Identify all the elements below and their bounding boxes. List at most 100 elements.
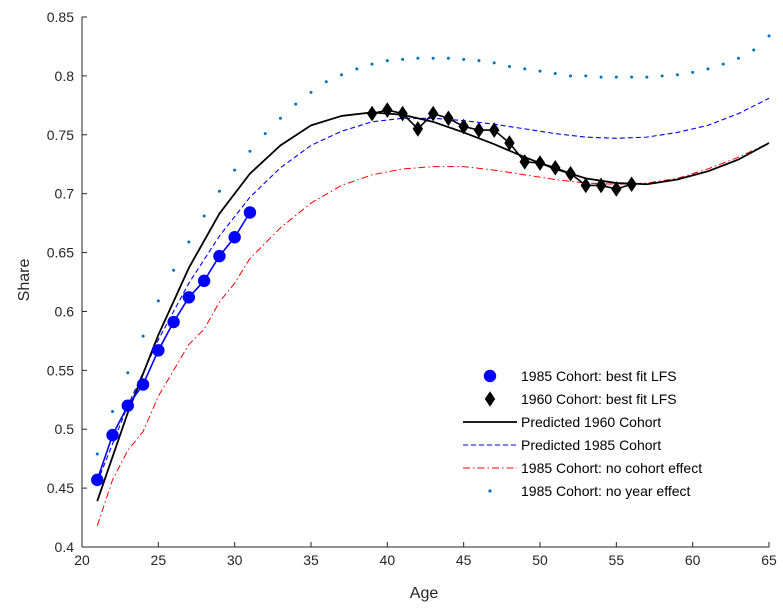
data-point bbox=[630, 75, 634, 79]
y-tick-label: 0.8 bbox=[55, 68, 75, 84]
data-point bbox=[446, 56, 450, 60]
data-point bbox=[706, 67, 710, 71]
data-point bbox=[91, 473, 104, 487]
legend-label: 1960 Cohort: best fit LFS bbox=[521, 391, 677, 407]
legend-entry-1985-cohort-no-year-effect: 1985 Cohort: no year effect bbox=[488, 483, 691, 499]
y-tick-label: 0.4 bbox=[55, 539, 75, 555]
data-point bbox=[121, 399, 134, 412]
data-point bbox=[370, 62, 374, 66]
data-point bbox=[507, 64, 511, 68]
data-point bbox=[721, 62, 725, 66]
legend-entry-1985-cohort-best-fit-lfs: 1985 Cohort: best fit LFS bbox=[483, 368, 677, 384]
x-tick-label: 25 bbox=[151, 552, 167, 568]
data-point bbox=[462, 57, 466, 61]
data-point bbox=[126, 371, 130, 375]
axes: 20 25 30 35 40 45 50 55 60 65 0.4 0.45 0.5 0.55 0.6 0.6… bbox=[47, 9, 777, 568]
x-tick-label: 20 bbox=[74, 552, 90, 568]
legend-label: Predicted 1985 Cohort bbox=[521, 437, 661, 453]
data-point bbox=[294, 102, 298, 106]
data-point bbox=[263, 132, 267, 136]
data-point bbox=[136, 378, 150, 391]
data-point bbox=[95, 452, 99, 456]
data-point bbox=[645, 75, 649, 79]
data-point bbox=[752, 48, 756, 52]
data-point bbox=[385, 59, 389, 63]
data-point bbox=[614, 75, 618, 79]
y-tick-label: 0.45 bbox=[47, 480, 74, 496]
x-tick-label: 40 bbox=[380, 552, 396, 568]
data-point bbox=[489, 122, 500, 138]
data-point bbox=[599, 75, 603, 79]
data-point bbox=[416, 56, 420, 60]
data-point bbox=[595, 177, 607, 194]
data-point bbox=[691, 70, 695, 74]
x-tick-label: 55 bbox=[609, 552, 625, 568]
data-point bbox=[217, 189, 221, 193]
y-tick-label: 0.55 bbox=[47, 362, 74, 378]
legend-entry-1960-cohort-best-fit-lfs: 1960 Cohort: best fit LFS bbox=[484, 391, 677, 407]
data-point bbox=[736, 56, 740, 60]
series-predicted-1985-cohort bbox=[96, 97, 770, 483]
y-tick-label: 0.6 bbox=[55, 303, 75, 319]
data-point bbox=[492, 61, 496, 65]
x-axis-title: Age bbox=[410, 585, 439, 602]
data-point bbox=[584, 74, 588, 78]
data-point bbox=[167, 315, 180, 329]
data-point bbox=[248, 149, 252, 153]
y-tick-label: 0.75 bbox=[47, 127, 74, 143]
data-point bbox=[156, 299, 160, 303]
data-point bbox=[473, 122, 485, 138]
data-point bbox=[611, 181, 622, 197]
legend-entry-1985-cohort-no-cohort-effect: 1985 Cohort: no cohort effect bbox=[463, 460, 702, 476]
legend-entry-predicted-1960-cohort: Predicted 1960 Cohort bbox=[463, 414, 661, 430]
data-point bbox=[519, 154, 530, 170]
x-tick-label: 30 bbox=[227, 552, 243, 568]
x-tick-label: 60 bbox=[685, 552, 701, 568]
series-line bbox=[96, 111, 770, 502]
data-point bbox=[278, 116, 282, 120]
legend-marker bbox=[488, 489, 492, 493]
x-tick-label: 35 bbox=[303, 552, 319, 568]
data-point bbox=[172, 268, 176, 272]
legend-label: 1985 Cohort: no year effect bbox=[521, 483, 691, 499]
series-1985-cohort-best-fit-lfs bbox=[91, 206, 257, 487]
y-tick-label: 0.85 bbox=[47, 9, 74, 25]
data-point bbox=[580, 177, 591, 194]
data-point bbox=[427, 105, 439, 122]
series-predicted-1960-cohort bbox=[96, 111, 770, 502]
data-point bbox=[431, 56, 435, 60]
series-1985-cohort-no-year-effect bbox=[95, 34, 771, 456]
data-point bbox=[401, 57, 405, 61]
legend-label: 1985 Cohort: no cohort effect bbox=[521, 460, 702, 476]
data-point bbox=[443, 110, 454, 127]
data-point bbox=[504, 135, 515, 151]
data-point bbox=[626, 176, 637, 193]
data-point bbox=[106, 428, 119, 442]
data-point bbox=[233, 168, 237, 172]
data-point bbox=[141, 334, 145, 338]
data-point bbox=[197, 274, 211, 288]
legend-label: 1985 Cohort: best fit LFS bbox=[521, 368, 677, 384]
y-tick-label: 0.5 bbox=[55, 421, 75, 437]
data-point bbox=[243, 206, 257, 219]
data-point bbox=[412, 121, 424, 137]
legend-label: Predicted 1960 Cohort bbox=[521, 414, 661, 430]
data-point bbox=[565, 165, 576, 182]
data-point bbox=[397, 105, 408, 122]
data-point bbox=[538, 69, 542, 73]
data-point bbox=[569, 74, 573, 78]
legend-marker bbox=[483, 369, 497, 383]
y-tick-label: 0.7 bbox=[55, 186, 75, 202]
data-point bbox=[382, 102, 393, 118]
series-line bbox=[371, 109, 632, 190]
legend-entry-predicted-1985-cohort: Predicted 1985 Cohort bbox=[463, 437, 661, 453]
data-point bbox=[660, 74, 664, 78]
plot-series bbox=[91, 34, 771, 526]
x-tick-label: 50 bbox=[532, 552, 548, 568]
data-point bbox=[550, 159, 561, 176]
data-point bbox=[340, 73, 344, 77]
data-point bbox=[182, 291, 196, 304]
data-point bbox=[767, 34, 771, 38]
data-point bbox=[228, 231, 241, 244]
